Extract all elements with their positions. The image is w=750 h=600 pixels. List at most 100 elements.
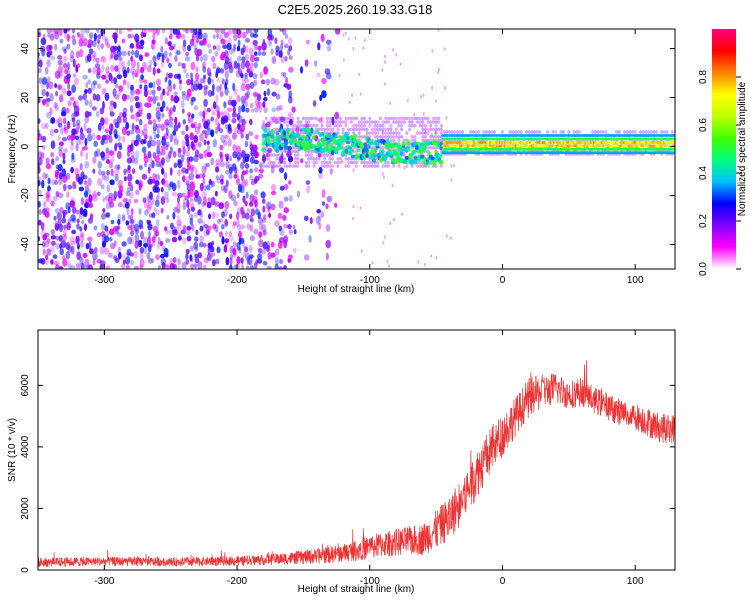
spectrogram-frame: [37, 28, 676, 270]
heatmap-cell: [38, 180, 41, 187]
heatmap-cell: [190, 77, 194, 86]
heatmap-cell: [253, 167, 259, 173]
heatmap-cell: [320, 120, 324, 124]
heatmap-cell: [394, 135, 398, 139]
heatmap-cell: [80, 29, 86, 34]
heatmap-cell: [85, 82, 89, 89]
heatmap-cell: [341, 159, 344, 164]
heatmap-cell: [426, 164, 430, 168]
heatmap-cell: [272, 160, 276, 165]
heatmap-cell: [225, 256, 230, 266]
heatmap-cell: [42, 99, 46, 106]
heatmap-cell: [161, 157, 165, 166]
heatmap-cell: [437, 120, 441, 124]
heatmap-cell: [279, 116, 285, 123]
heatmap-cell: [315, 123, 319, 128]
heatmap-cell: [261, 154, 267, 163]
heatmap-cell: [252, 144, 258, 153]
heatmap-cell: [78, 38, 84, 47]
heatmap-cell: [194, 79, 200, 86]
heatmap-cell: [202, 173, 206, 179]
heatmap-cell: [140, 66, 145, 74]
heatmap-cell: [325, 123, 329, 128]
heatmap-cell: [262, 164, 266, 168]
heatmap-cell: [267, 38, 272, 47]
heatmap-cell: [309, 217, 313, 225]
heatmap-cell: [373, 148, 378, 152]
heatmap-cell: [177, 180, 181, 189]
heatmap-cell: [262, 120, 266, 124]
heatmap-cell: [352, 204, 355, 209]
heatmap-cell: [279, 104, 283, 111]
heatmap-cell: [413, 135, 417, 139]
heatmap-cell: [617, 130, 621, 134]
heatmap-cell: [157, 192, 161, 200]
heatmap-cell: [400, 120, 404, 124]
heatmap-cell: [431, 49, 434, 53]
heatmap-cell: [336, 157, 340, 161]
heatmap-cell: [155, 219, 160, 227]
heatmap-cell: [79, 127, 84, 135]
heatmap-cell: [275, 153, 279, 157]
heatmap-cell: [359, 92, 362, 96]
heatmap-cell: [93, 225, 98, 231]
heatmap-cell: [352, 133, 358, 140]
heatmap-cell: [206, 201, 212, 209]
heatmap-cell: [57, 163, 63, 172]
heatmap-cell: [244, 54, 249, 61]
heatmap-cell: [315, 135, 319, 139]
heatmap-cell: [186, 88, 192, 98]
heatmap-cell: [266, 265, 272, 269]
heatmap-cell: [72, 181, 76, 187]
heatmap-cell: [410, 116, 414, 121]
heatmap-cell: [359, 206, 362, 210]
heatmap-cell: [233, 33, 238, 42]
heatmap-cell: [288, 90, 293, 98]
heatmap-cell: [138, 165, 143, 170]
heatmap-cell: [323, 160, 327, 165]
heatmap-cell: [55, 264, 60, 269]
heatmap-cell: [42, 33, 46, 43]
heatmap-cell: [203, 184, 208, 191]
heatmap-cell: [263, 127, 268, 134]
heatmap-cell: [92, 193, 98, 202]
heatmap-cell: [108, 72, 113, 82]
heatmap-cell: [218, 33, 223, 42]
heatmap-cell: [215, 258, 220, 265]
heatmap-cell: [220, 29, 226, 35]
heatmap-cell: [286, 120, 289, 124]
heatmap-cell: [117, 150, 122, 160]
heatmap-cell: [88, 48, 94, 55]
heatmap-cell: [254, 175, 260, 182]
spectrogram-x-ticks: -300 -200 -100 0 100: [94, 29, 644, 286]
heatmap-cell: [417, 141, 421, 146]
heatmap-cell: [248, 66, 253, 74]
heatmap-cell: [238, 105, 242, 115]
heatmap-cell: [232, 82, 236, 92]
heatmap-cell: [110, 168, 114, 177]
heatmap-cell: [382, 241, 385, 245]
heatmap-cell: [328, 153, 332, 157]
heatmap-cell: [264, 153, 268, 157]
heatmap-cell: [58, 266, 64, 269]
heatmap-cell: [163, 50, 168, 59]
heatmap-cell: [223, 244, 228, 253]
heatmap-cell: [131, 71, 135, 79]
heatmap-cell: [355, 164, 358, 168]
heatmap-cell: [386, 131, 390, 135]
heatmap-cell: [258, 223, 264, 231]
heatmap-cell: [262, 229, 267, 236]
heatmap-cell: [74, 99, 80, 109]
heatmap-cell: [193, 83, 199, 91]
heatmap-cell: [649, 130, 653, 134]
heatmap-cell: [215, 166, 220, 173]
heatmap-cell: [341, 131, 345, 135]
heatmap-cell: [237, 224, 242, 231]
heatmap-cell: [631, 130, 634, 134]
heatmap-cell: [193, 241, 199, 250]
heatmap-cell: [384, 120, 388, 124]
heatmap-cell: [186, 199, 190, 209]
heatmap-cell: [445, 234, 448, 238]
heatmap-cell: [50, 55, 56, 60]
heatmap-cell: [279, 167, 285, 173]
